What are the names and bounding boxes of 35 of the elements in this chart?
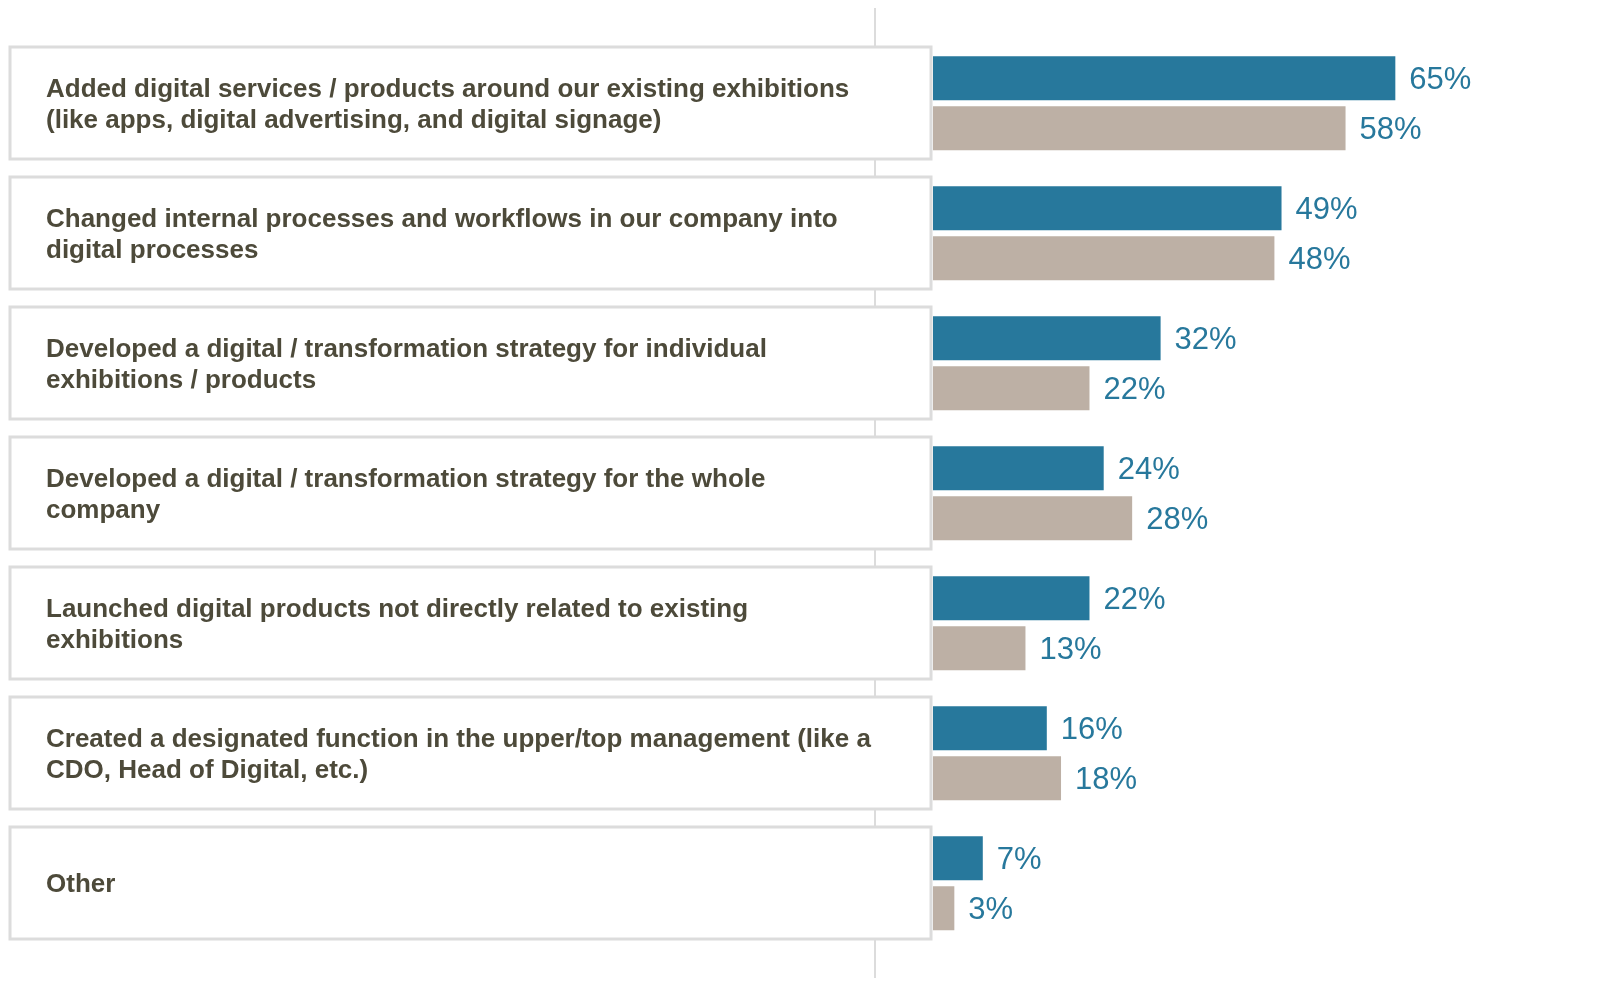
bar xyxy=(933,316,1161,361)
bar xyxy=(933,576,1090,621)
y-tick-label: Added digital services / products around our existing exhibitions (like apps, digital advertising, and digital signage) xyxy=(46,72,850,134)
data-label: 65% xyxy=(1409,61,1472,97)
bar xyxy=(933,706,1047,751)
bar xyxy=(933,626,1026,671)
data-label: 3% xyxy=(968,891,1014,927)
data-label: 18% xyxy=(1075,761,1138,797)
bar xyxy=(933,496,1133,541)
data-label: 49% xyxy=(1295,191,1358,227)
bar xyxy=(933,366,1090,411)
data-label: 7% xyxy=(996,841,1042,877)
data-label: 16% xyxy=(1060,711,1123,747)
y-tick-label: Other xyxy=(46,868,116,899)
bar xyxy=(933,446,1104,491)
y-tick-label: Developed a digital / transformation strategy for individual exhibitions / products xyxy=(46,332,767,394)
data-label: 48% xyxy=(1288,241,1351,277)
bar xyxy=(933,886,955,931)
data-label: 22% xyxy=(1103,371,1166,407)
bar xyxy=(933,756,1062,801)
y-tick-label: Changed internal processes and workflows in our company into digital processes xyxy=(46,202,838,264)
y-tick-label: Launched digital products not directly related to existing exhibitions xyxy=(46,592,749,654)
bar xyxy=(933,56,1396,101)
bar xyxy=(933,836,983,881)
data-label: 24% xyxy=(1117,451,1180,487)
data-label: 13% xyxy=(1039,631,1102,667)
bar xyxy=(933,236,1275,281)
data-label: 22% xyxy=(1103,581,1166,617)
data-label: 32% xyxy=(1174,321,1237,357)
data-label: 28% xyxy=(1146,501,1209,537)
bar xyxy=(933,106,1346,151)
y-tick-label: Developed a digital / transformation strategy for the whole company xyxy=(46,462,766,524)
y-tick-label: Created a designated function in the upper/top management (like a CDO, Head of Digital, etc.) xyxy=(46,722,872,784)
data-label: 58% xyxy=(1359,111,1422,147)
bar xyxy=(933,186,1282,231)
